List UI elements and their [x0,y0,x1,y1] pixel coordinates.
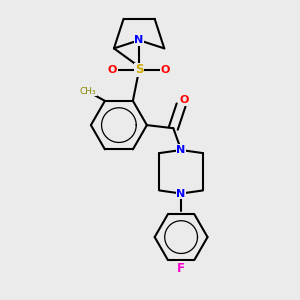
Text: N: N [176,188,186,199]
Text: S: S [135,63,143,76]
Text: F: F [177,262,185,275]
Text: CH₃: CH₃ [80,87,96,96]
Text: N: N [134,35,144,45]
Text: O: O [108,65,117,75]
Text: N: N [176,145,186,155]
Text: O: O [161,65,170,75]
Text: O: O [179,95,189,105]
